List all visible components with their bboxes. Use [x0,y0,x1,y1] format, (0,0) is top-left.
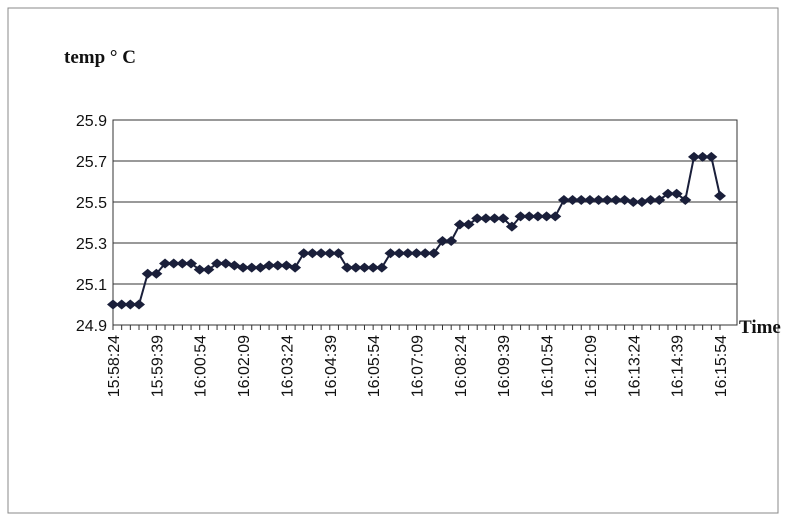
marker [427,248,440,259]
marker [514,211,527,222]
marker [228,260,241,271]
marker [384,248,397,259]
marker [479,213,492,224]
marker [115,299,128,310]
marker [575,194,588,205]
y-axis-label: temp ° C [64,47,136,68]
marker [297,248,310,259]
marker [436,235,449,246]
marker [627,197,640,207]
x-axis-label: Time [739,317,781,338]
marker [714,190,726,201]
marker [410,248,423,259]
marker [280,260,293,271]
marker [254,262,267,273]
marker [644,194,657,205]
marker [141,268,154,279]
x-tick-label: 16:12:09 [583,335,600,397]
marker [289,262,302,273]
marker [419,248,432,259]
marker [341,262,354,273]
x-tick-label: 15:59:39 [149,335,166,397]
x-tick-label: 16:14:39 [670,335,687,397]
marker [245,262,258,273]
x-tick-label: 16:02:09 [236,335,253,397]
marker [696,151,709,162]
marker [133,299,146,310]
marker [497,213,510,224]
marker [185,258,198,269]
marker [705,151,718,162]
marker [159,258,172,269]
marker [375,262,388,273]
marker [315,248,328,259]
marker [583,194,596,205]
marker [176,258,189,269]
marker [211,258,224,269]
marker [540,211,553,222]
marker [349,262,362,273]
marker [462,219,475,230]
marker [107,299,119,310]
x-tick-label: 16:07:09 [410,335,427,397]
marker [263,260,276,271]
x-tick-label: 16:00:54 [193,335,210,397]
marker [150,268,163,279]
x-tick-label: 16:05:54 [366,335,383,397]
marker [306,248,319,259]
marker [618,194,631,205]
marker [609,194,622,205]
y-tick-label: 25.1 [76,277,107,294]
marker [566,194,579,205]
y-tick-label: 25.3 [76,236,107,253]
marker [367,262,380,273]
marker [124,299,137,310]
marker [670,188,683,199]
marker [358,262,371,273]
marker [687,151,700,162]
marker [193,264,206,275]
marker [488,213,501,224]
marker [601,194,614,205]
marker [531,211,544,222]
marker [635,197,648,207]
frame [7,7,779,514]
x-tick-label: 16:15:54 [713,335,730,397]
marker [401,248,414,259]
marker [202,264,215,275]
x-tick-label: 16:08:24 [453,335,470,397]
marker [661,188,674,199]
marker [393,248,406,259]
x-tick-label: 16:09:39 [496,335,513,397]
x-tick-label: 16:04:39 [323,335,340,397]
marker [167,258,180,269]
marker [523,211,536,222]
y-tick-label: 25.9 [76,113,107,130]
x-tick-label: 16:10:54 [540,335,557,397]
marker [557,194,570,205]
marker [453,219,466,230]
x-tick-label: 16:13:24 [626,335,643,397]
marker [237,262,250,273]
marker [592,194,605,205]
y-tick-label: 25.7 [76,154,107,171]
marker [219,258,232,269]
y-tick-label: 25.5 [76,195,107,212]
marker [271,260,284,271]
marker [445,235,458,246]
marker [653,194,666,205]
marker [332,248,345,259]
marker [505,221,518,232]
marker [549,211,562,222]
x-tick-label: 15:58:24 [106,335,123,397]
x-tick-label: 16:03:24 [279,335,296,397]
marker [323,248,336,259]
marker [679,194,692,205]
marker [471,213,484,224]
y-tick-label: 24.9 [76,318,107,335]
